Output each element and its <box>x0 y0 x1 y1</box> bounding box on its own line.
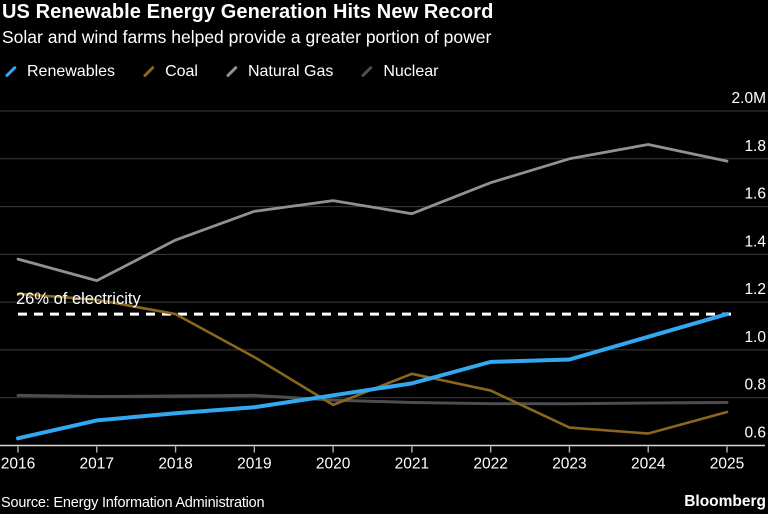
series-line-natural-gas[interactable] <box>16 143 729 283</box>
y-axis-tick-label: 1.6 <box>744 186 766 203</box>
chart-subtitle: Solar and wind farms helped provide a gr… <box>2 27 492 47</box>
legend-item-coal[interactable]: Coal <box>142 63 198 81</box>
legend-label-renewables: Renewables <box>27 63 116 80</box>
x-axis-tick-label: 2019 <box>237 456 271 473</box>
y-axis-tick-label: 0.8 <box>744 377 766 394</box>
y-axis-tick-label: 0.6 <box>744 425 766 442</box>
bloomberg-logo: Bloomberg <box>684 493 766 510</box>
x-axis-tick-label: 2020 <box>316 456 351 473</box>
legend-item-nuclear[interactable]: Nuclear <box>360 63 438 81</box>
y-axis-tick-label: 1.0 <box>744 329 766 346</box>
legend-item-natural-gas[interactable]: Natural Gas <box>225 63 333 81</box>
series-line-nuclear[interactable] <box>16 393 729 406</box>
legend-label-nuclear: Nuclear <box>383 63 439 80</box>
x-axis-tick-label: 2022 <box>473 456 507 473</box>
chart-title: US Renewable Energy Generation Hits New … <box>2 1 494 23</box>
x-axis-tick-label: 2018 <box>158 456 192 473</box>
y-axis-tick-label: 1.4 <box>744 233 766 250</box>
y-axis-tick-label: 2.0M <box>732 90 766 107</box>
x-axis-tick-label: 2025 <box>710 456 744 473</box>
x-axis-tick-label: 2017 <box>80 456 114 473</box>
y-axis-tick-label: 1.2 <box>744 281 766 298</box>
legend: Renewables Coal Natural Gas Nuclear <box>4 60 465 84</box>
legend-item-renewables[interactable]: Renewables <box>4 63 115 81</box>
legend-label-coal: Coal <box>165 63 198 80</box>
x-axis-tick-label: 2023 <box>552 456 586 473</box>
legend-label-natural-gas: Natural Gas <box>247 63 334 80</box>
series-line-renewables[interactable] <box>16 312 729 441</box>
y-axis-tick-label: 1.8 <box>744 138 766 155</box>
x-axis-tick-label: 2016 <box>1 456 35 473</box>
source-note: Source: Energy Information Administratio… <box>1 495 265 511</box>
x-axis-tick-label: 2024 <box>631 456 666 473</box>
annotation-label: 26% of electricity <box>16 290 141 309</box>
x-axis-tick-label: 2021 <box>395 456 429 473</box>
